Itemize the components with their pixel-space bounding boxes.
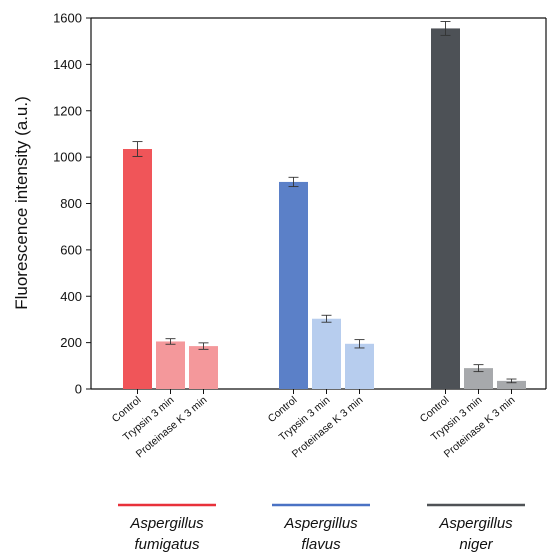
y-tick-label: 1400 [53, 57, 82, 72]
y-tick-label: 1600 [53, 11, 82, 26]
group-label: Aspergillus [283, 515, 358, 532]
y-tick-label: 0 [75, 382, 82, 397]
group-label: fumigatus [134, 536, 200, 553]
bar [312, 318, 341, 389]
group-label: niger [459, 536, 493, 553]
bar [345, 343, 374, 389]
bar [156, 341, 185, 389]
y-tick-label: 1000 [53, 150, 82, 165]
group-label: Aspergillus [438, 515, 513, 532]
y-tick-label: 200 [60, 335, 82, 350]
group-label: flavus [301, 536, 341, 553]
bar [189, 346, 218, 389]
bar [497, 380, 526, 389]
y-tick-label: 1200 [53, 103, 82, 118]
bar [279, 181, 308, 389]
bars [123, 21, 526, 389]
y-tick-label: 400 [60, 289, 82, 304]
y-tick-label: 600 [60, 242, 82, 257]
y-tick-label: 800 [60, 196, 82, 211]
group-label: Aspergillus [129, 515, 204, 532]
bar [464, 368, 493, 389]
bar [123, 149, 152, 389]
bar [431, 28, 460, 389]
y-axis-label: Fluorescence intensity (a.u.) [12, 96, 31, 310]
